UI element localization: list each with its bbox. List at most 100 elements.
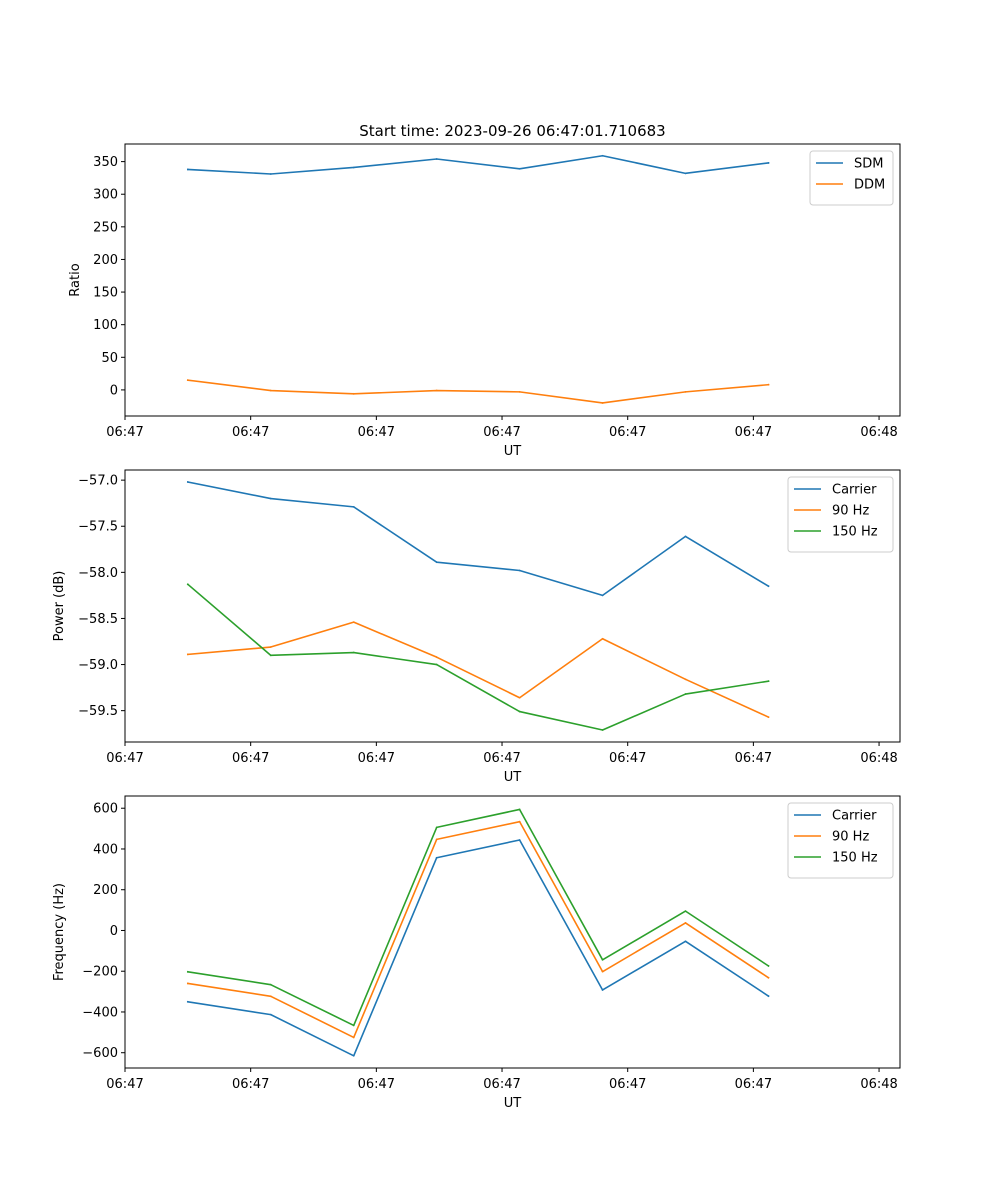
x-axis-label-2: UT bbox=[504, 770, 522, 785]
y-tick-label: −58.5 bbox=[78, 612, 118, 627]
data-point-90-hz bbox=[352, 1036, 355, 1039]
data-point-carrier bbox=[269, 1013, 272, 1016]
x-tick-label: 06:47 bbox=[735, 1077, 772, 1092]
data-point-90-hz bbox=[269, 646, 272, 648]
y-tick-label: 100 bbox=[93, 318, 118, 333]
x-tick-label: 06:48 bbox=[860, 1077, 897, 1092]
x-tick-label: 06:47 bbox=[358, 1077, 395, 1092]
y-tick-label: −58.0 bbox=[78, 566, 118, 581]
series-line-150-hz-2 bbox=[186, 583, 770, 731]
data-point-90-hz bbox=[352, 621, 355, 624]
data-point-sdm bbox=[435, 158, 438, 160]
legend-label: DDM bbox=[854, 178, 885, 193]
data-point-150-hz bbox=[767, 680, 770, 683]
data-point-150-hz bbox=[269, 983, 272, 986]
data-point-carrier bbox=[518, 839, 521, 841]
legend-label: Carrier bbox=[832, 483, 877, 498]
x-tick-label: 06:47 bbox=[609, 751, 646, 766]
y-tick-label: 250 bbox=[93, 220, 118, 235]
data-point-carrier bbox=[186, 1000, 189, 1003]
x-tick-label: 06:47 bbox=[232, 1077, 269, 1092]
x-tick-label: 06:47 bbox=[358, 425, 395, 440]
data-point-carrier bbox=[269, 497, 272, 500]
data-point-90-hz bbox=[684, 922, 687, 924]
y-axis-label-3: Frequency (Hz) bbox=[52, 883, 67, 981]
y-tick-label: 600 bbox=[93, 802, 118, 817]
plot-frame-3 bbox=[124, 795, 901, 1069]
x-tick-label: 06:47 bbox=[735, 425, 772, 440]
legend-box-1 bbox=[809, 150, 894, 206]
x-axis-label-3: UT bbox=[504, 1096, 522, 1111]
series-line-90-hz-3 bbox=[186, 820, 770, 1039]
x-tick-label: 06:47 bbox=[483, 751, 520, 766]
data-point-90-hz bbox=[767, 976, 770, 979]
y-tick-label: 400 bbox=[93, 842, 118, 857]
y-tick-label: 0 bbox=[110, 383, 118, 398]
data-point-carrier bbox=[435, 561, 438, 564]
x-tick-label: 06:48 bbox=[860, 425, 897, 440]
x-tick-label: 06:47 bbox=[735, 751, 772, 766]
data-point-90-hz bbox=[435, 656, 438, 659]
y-tick-label: −57.5 bbox=[78, 520, 118, 535]
data-point-150-hz bbox=[601, 958, 604, 961]
y-tick-label: 200 bbox=[93, 253, 118, 268]
data-point-150-hz bbox=[518, 808, 521, 811]
series-line-150-hz-3 bbox=[186, 808, 770, 1027]
legend-label: 90 Hz bbox=[832, 830, 869, 845]
x-tick-label: 06:47 bbox=[609, 425, 646, 440]
data-point-90-hz bbox=[767, 716, 770, 719]
data-point-ddm bbox=[352, 392, 355, 395]
data-point-sdm bbox=[269, 173, 272, 175]
figure-title: Start time: 2023-09-26 06:47:01.710683 bbox=[359, 122, 665, 140]
series-line-sdm-1 bbox=[186, 154, 770, 175]
data-point-ddm bbox=[601, 402, 604, 404]
data-point-150-hz bbox=[601, 729, 604, 731]
x-tick-label: 06:48 bbox=[860, 751, 897, 766]
x-tick-label: 06:47 bbox=[483, 425, 520, 440]
y-axis-label-2: Power (dB) bbox=[52, 571, 67, 642]
series-line-ddm-1 bbox=[186, 379, 770, 404]
y-axis-label-1: Ratio bbox=[68, 263, 83, 296]
y-tick-label: −59.5 bbox=[78, 704, 118, 719]
x-tick-label: 06:47 bbox=[106, 425, 143, 440]
data-point-90-hz bbox=[601, 970, 604, 973]
y-tick-label: −200 bbox=[82, 965, 118, 980]
data-point-150-hz bbox=[684, 693, 687, 695]
y-tick-label: −600 bbox=[82, 1046, 118, 1061]
y-tick-label: 150 bbox=[93, 286, 118, 301]
plot-frame-1 bbox=[124, 143, 901, 417]
legend-label: 90 Hz bbox=[832, 504, 869, 519]
data-point-150-hz bbox=[767, 965, 770, 967]
data-point-150-hz bbox=[186, 970, 189, 973]
data-point-sdm bbox=[186, 168, 189, 171]
y-tick-label: 0 bbox=[110, 924, 118, 939]
data-point-90-hz bbox=[684, 678, 687, 681]
legend-box-3 bbox=[787, 802, 894, 879]
data-point-150-hz bbox=[435, 663, 438, 666]
data-point-sdm bbox=[684, 172, 687, 175]
data-point-150-hz bbox=[352, 1024, 355, 1027]
y-tick-label: −57.0 bbox=[78, 474, 118, 489]
data-point-sdm bbox=[601, 154, 604, 157]
x-tick-label: 06:47 bbox=[609, 1077, 646, 1092]
data-point-carrier bbox=[352, 505, 355, 508]
data-point-sdm bbox=[518, 167, 521, 170]
x-tick-label: 06:47 bbox=[232, 751, 269, 766]
data-point-90-hz bbox=[186, 982, 189, 985]
data-point-carrier bbox=[435, 856, 438, 859]
x-tick-label: 06:47 bbox=[106, 751, 143, 766]
data-point-carrier bbox=[518, 569, 521, 572]
y-tick-label: 350 bbox=[93, 155, 118, 170]
y-tick-label: −400 bbox=[82, 1005, 118, 1020]
data-point-carrier bbox=[601, 989, 604, 991]
data-point-150-hz bbox=[518, 710, 521, 713]
data-point-150-hz bbox=[684, 910, 687, 913]
x-tick-label: 06:47 bbox=[358, 751, 395, 766]
y-tick-label: 50 bbox=[101, 351, 118, 366]
data-point-150-hz bbox=[269, 654, 272, 657]
data-point-150-hz bbox=[186, 583, 189, 586]
y-tick-label: 200 bbox=[93, 883, 118, 898]
data-point-90-hz bbox=[186, 653, 189, 656]
data-point-90-hz bbox=[435, 838, 438, 841]
legend-label: Carrier bbox=[832, 809, 877, 824]
